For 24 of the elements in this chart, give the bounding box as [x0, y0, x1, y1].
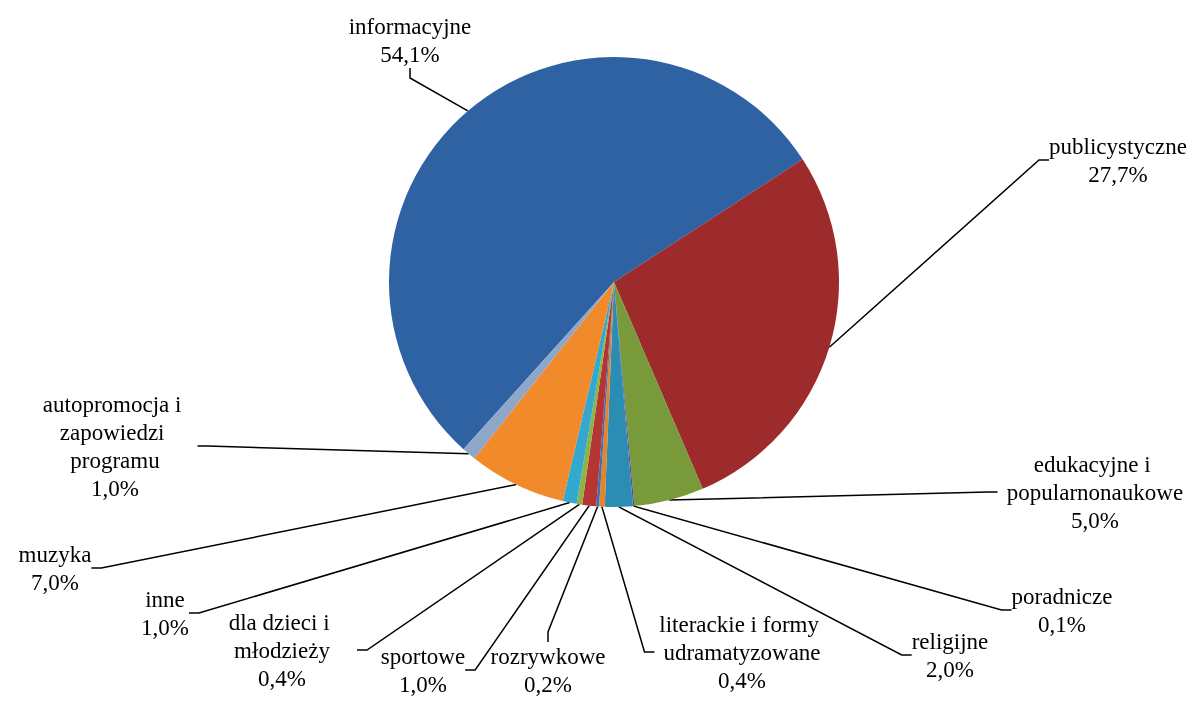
- slice-label: rozrywkowe: [490, 643, 606, 669]
- slice-label: literackie i formy udramatyzowane: [659, 611, 825, 665]
- data-label: 0,2%: [524, 671, 572, 697]
- data-label: 27,7%: [1088, 161, 1148, 187]
- data-label: 5,0%: [1071, 507, 1119, 533]
- slice-label: publicystyczne: [1049, 133, 1187, 159]
- data-label: 0,4%: [718, 667, 766, 693]
- slice-label: poradnicze: [1011, 583, 1113, 609]
- slice-label: autopromocja i zapowiedzi programu: [42, 391, 188, 473]
- slice-label: informacyjne: [348, 13, 472, 39]
- slice-label: sportowe: [380, 643, 466, 669]
- slice-label: dla dzieci i młodzieży: [228, 609, 336, 663]
- slice-label: religijne: [911, 628, 989, 654]
- data-label: 1,0%: [399, 671, 447, 697]
- data-label: 1,0%: [141, 614, 189, 640]
- data-label: 1,0%: [91, 475, 139, 501]
- data-label: 54,1%: [380, 41, 440, 67]
- slice-label: inne: [145, 586, 185, 612]
- data-label: 7,0%: [31, 569, 79, 595]
- data-label: 2,0%: [926, 656, 974, 682]
- data-label: 0,4%: [258, 665, 306, 691]
- data-label: 0,1%: [1038, 611, 1086, 637]
- slice-label: muzyka: [18, 541, 92, 567]
- slice-label: edukacyjne i popularnonaukowe: [1006, 451, 1184, 505]
